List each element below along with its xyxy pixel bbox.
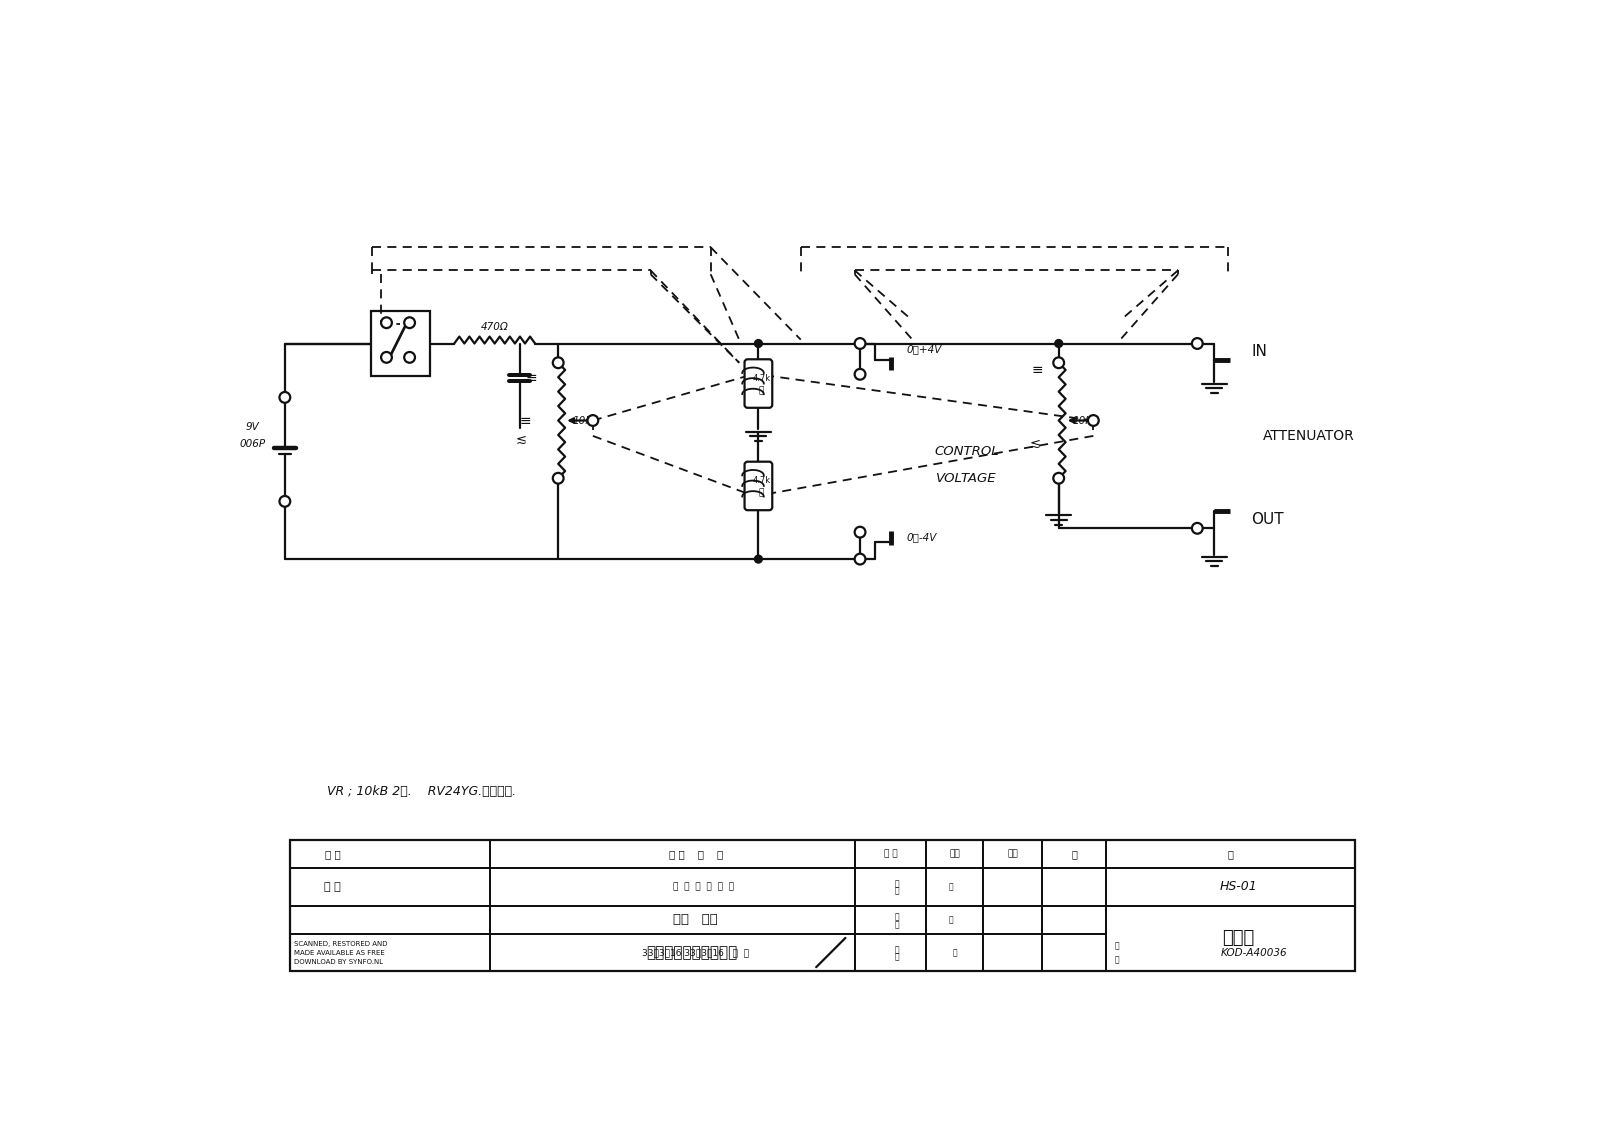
FancyBboxPatch shape <box>744 359 773 408</box>
Text: 京王技研工業株式会社: 京王技研工業株式会社 <box>646 945 738 960</box>
Text: IN: IN <box>1251 344 1267 358</box>
Text: 0～+4V: 0～+4V <box>906 345 942 355</box>
Circle shape <box>405 351 414 363</box>
Circle shape <box>1192 523 1203 533</box>
Circle shape <box>381 318 392 328</box>
Text: 批: 批 <box>1227 849 1234 859</box>
Text: Ⓗ: Ⓗ <box>758 386 765 396</box>
Circle shape <box>381 351 392 363</box>
Text: 称: 称 <box>952 948 957 957</box>
Circle shape <box>1053 357 1064 368</box>
Circle shape <box>280 392 290 402</box>
Circle shape <box>1192 338 1203 349</box>
Circle shape <box>405 318 414 328</box>
Circle shape <box>554 357 563 368</box>
Circle shape <box>754 339 763 348</box>
Circle shape <box>280 496 290 506</box>
Text: KOD-A40036: KOD-A40036 <box>1221 948 1288 957</box>
Text: 法: 法 <box>894 912 899 921</box>
Circle shape <box>1088 415 1099 426</box>
Text: 角: 角 <box>894 887 899 896</box>
FancyBboxPatch shape <box>371 311 430 376</box>
Text: 33・3・16 33・3・16   ・  ・: 33・3・16 33・3・16 ・ ・ <box>642 948 749 957</box>
Text: ≡: ≡ <box>1032 364 1043 377</box>
Text: ≲: ≲ <box>1029 437 1040 450</box>
Text: Ⓑ: Ⓑ <box>758 488 765 497</box>
Text: VR ; 10kB 2連.    RV24YG.コスモス.: VR ; 10kB 2連. RV24YG.コスモス. <box>326 785 517 798</box>
Text: 9V: 9V <box>246 421 259 432</box>
Text: 材 質: 材 質 <box>883 850 898 859</box>
Text: 4.7k: 4.7k <box>752 476 771 485</box>
Text: 度: 度 <box>894 953 899 962</box>
Text: 品 番    名    称: 品 番 名 称 <box>669 849 723 859</box>
Text: 0～-4V: 0～-4V <box>906 532 936 542</box>
Circle shape <box>754 555 763 564</box>
Text: ≡: ≡ <box>520 414 531 427</box>
Text: SCANNED, RESTORED AND
MADE AVAILABLE AS FREE
DOWNLOAD BY SYNFO.NL: SCANNED, RESTORED AND MADE AVAILABLE AS … <box>294 940 387 965</box>
Text: CONTROL: CONTROL <box>934 445 998 458</box>
FancyBboxPatch shape <box>744 462 773 511</box>
Circle shape <box>854 527 866 538</box>
Circle shape <box>1053 472 1064 484</box>
Circle shape <box>587 415 598 426</box>
Circle shape <box>554 472 563 484</box>
Text: ≡: ≡ <box>526 371 538 385</box>
Text: 三: 三 <box>894 879 899 888</box>
Text: 回路図: 回路図 <box>1222 929 1254 947</box>
Circle shape <box>854 368 866 380</box>
Text: ≲: ≲ <box>515 433 526 446</box>
Text: 尺: 尺 <box>894 945 899 954</box>
Text: OUT: OUT <box>1251 512 1283 527</box>
Text: 4.7k: 4.7k <box>752 374 771 383</box>
Text: 006P: 006P <box>240 438 266 449</box>
Bar <box>290 840 1355 971</box>
Text: 度: 度 <box>894 920 899 929</box>
Text: 記: 記 <box>1070 849 1077 859</box>
Text: 図: 図 <box>1114 941 1118 950</box>
Text: 訂 正: 訂 正 <box>325 881 341 892</box>
Circle shape <box>1054 339 1064 348</box>
Circle shape <box>854 554 866 565</box>
Text: 10KB: 10KB <box>1072 416 1099 426</box>
Text: 白応   白応: 白応 白応 <box>674 913 718 927</box>
Text: 製  図  設  計  検  図: 製 図 設 計 検 図 <box>674 883 734 892</box>
Text: 板量: 板量 <box>1006 850 1018 859</box>
Text: 番: 番 <box>1114 955 1118 964</box>
Text: 刷数: 刷数 <box>949 850 960 859</box>
Circle shape <box>854 338 866 349</box>
Text: 470Ω: 470Ω <box>480 322 509 332</box>
Text: 称: 称 <box>949 915 954 924</box>
Text: 仕 上: 仕 上 <box>325 849 341 859</box>
Text: VOLTAGE: VOLTAGE <box>936 471 997 485</box>
Text: ATTENUATOR: ATTENUATOR <box>1262 429 1355 443</box>
Text: HS-01: HS-01 <box>1219 880 1258 893</box>
Text: 壱: 壱 <box>949 883 954 892</box>
Text: 10kB: 10kB <box>573 416 598 426</box>
